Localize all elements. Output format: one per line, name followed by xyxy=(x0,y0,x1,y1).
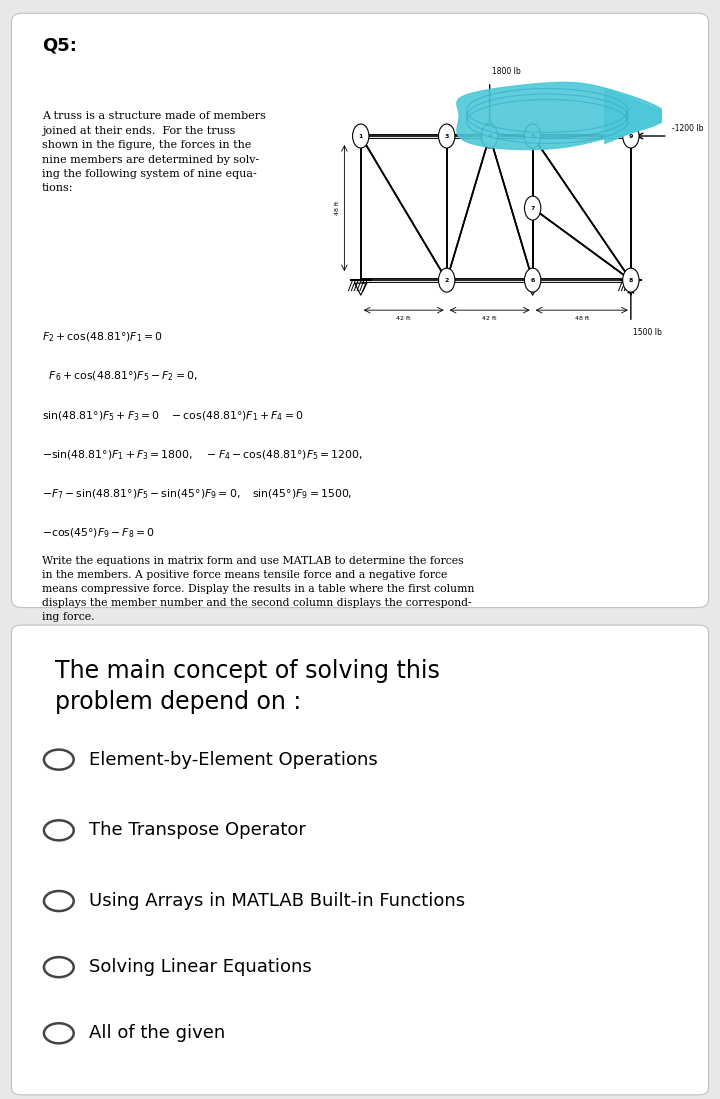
Text: Write the equations in matrix form and use MATLAB to determine the forces
in the: Write the equations in matrix form and u… xyxy=(42,556,474,622)
Text: $-\cos(45°)F_9-F_8 = 0$: $-\cos(45°)F_9-F_8 = 0$ xyxy=(42,526,155,541)
Circle shape xyxy=(524,196,541,220)
Circle shape xyxy=(44,1023,73,1043)
FancyBboxPatch shape xyxy=(12,13,708,608)
Text: $\sin(48.81°)F_5+F_3 = 0 \quad -\cos(48.81°)F_1+F_4 = 0$: $\sin(48.81°)F_5+F_3 = 0 \quad -\cos(48.… xyxy=(42,409,304,423)
Text: Q5:: Q5: xyxy=(42,36,77,55)
Circle shape xyxy=(438,124,455,148)
Text: 1800 lb: 1800 lb xyxy=(492,67,521,76)
Text: Solving Linear Equations: Solving Linear Equations xyxy=(89,958,312,976)
Text: 4: 4 xyxy=(487,133,492,138)
Polygon shape xyxy=(457,82,667,149)
Text: $-F_7-\sin(48.81°)F_5-\sin(45°)F_9 = 0, \quad \sin(45°)F_9 = 1500,$: $-F_7-\sin(48.81°)F_5-\sin(45°)F_9 = 0, … xyxy=(42,488,352,501)
Text: The main concept of solving this
problem depend on :: The main concept of solving this problem… xyxy=(55,659,441,714)
Text: Element-by-Element Operations: Element-by-Element Operations xyxy=(89,751,378,768)
Text: $F_2+\cos(48.81°)F_1 = 0$: $F_2+\cos(48.81°)F_1 = 0$ xyxy=(42,331,163,344)
Text: 6: 6 xyxy=(531,278,535,282)
Text: 8: 8 xyxy=(629,278,633,282)
Text: A truss is a structure made of members
joined at their ends.  For the truss
show: A truss is a structure made of members j… xyxy=(42,111,266,193)
Circle shape xyxy=(353,124,369,148)
Circle shape xyxy=(44,891,73,911)
Text: 48 ft: 48 ft xyxy=(575,317,589,321)
Polygon shape xyxy=(605,88,674,143)
Text: 1500 lb: 1500 lb xyxy=(633,329,662,337)
Text: $-\sin(48.81°)F_1+F_3 = 1800, \quad -F_4-\cos(48.81°)F_5 = 1200,$: $-\sin(48.81°)F_1+F_3 = 1800, \quad -F_4… xyxy=(42,448,363,462)
Text: 42 ft: 42 ft xyxy=(482,317,497,321)
Circle shape xyxy=(482,124,498,148)
Text: -1200 lb: -1200 lb xyxy=(672,124,703,133)
Circle shape xyxy=(524,124,541,148)
FancyBboxPatch shape xyxy=(12,625,708,1095)
Text: The Transpose Operator: The Transpose Operator xyxy=(89,821,306,840)
Circle shape xyxy=(623,268,639,292)
Circle shape xyxy=(44,957,73,977)
Text: 7: 7 xyxy=(531,206,535,211)
Text: 9: 9 xyxy=(629,133,633,138)
Text: 1: 1 xyxy=(359,133,363,138)
Circle shape xyxy=(438,268,455,292)
Text: 2: 2 xyxy=(444,278,449,282)
Circle shape xyxy=(623,124,639,148)
Circle shape xyxy=(44,820,73,841)
Text: 42 ft: 42 ft xyxy=(397,317,411,321)
Circle shape xyxy=(44,750,73,769)
Text: 48 ft: 48 ft xyxy=(336,201,341,215)
Text: 3: 3 xyxy=(444,133,449,138)
Text: $F_6+\cos(48.81°)F_5-F_2 = 0,$: $F_6+\cos(48.81°)F_5-F_2 = 0,$ xyxy=(42,370,197,384)
Circle shape xyxy=(524,268,541,292)
Text: 5: 5 xyxy=(531,133,535,138)
Text: Using Arrays in MATLAB Built-in Functions: Using Arrays in MATLAB Built-in Function… xyxy=(89,892,465,910)
Text: All of the given: All of the given xyxy=(89,1024,225,1042)
